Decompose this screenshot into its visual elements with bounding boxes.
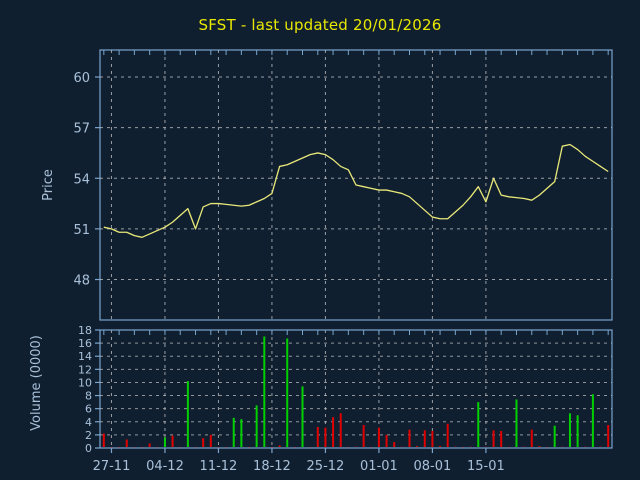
volume-tick-label: 16 [78, 337, 92, 350]
volume-tick-label: 10 [78, 376, 92, 389]
volume-tick-label: 8 [85, 390, 92, 403]
price-line [103, 143, 609, 238]
volume-tick-label: 4 [85, 416, 92, 429]
price-panel-frame [99, 49, 613, 321]
price-tick-label: 48 [73, 274, 90, 289]
volume-axis-label: Volume (0000) [29, 335, 44, 431]
page-title: SFST - last updated 20/01/2026 [198, 16, 442, 34]
price-tick-label: 54 [73, 172, 90, 187]
price-tick-label: 57 [73, 122, 90, 137]
x-tick-label: 27-11 [93, 459, 131, 474]
volume-panel-frame [99, 329, 613, 449]
x-tick-label: 25-12 [307, 459, 345, 474]
x-tick-label: 11-12 [200, 459, 238, 474]
volume-tick-label: 2 [85, 429, 92, 442]
x-tick-label: 01-01 [360, 459, 398, 474]
volume-tick-label: 12 [78, 363, 92, 376]
volume-tick-label: 14 [78, 350, 92, 363]
volume-tick-label: 18 [78, 324, 92, 337]
x-tick-label: 04-12 [146, 459, 184, 474]
price-axis-label: Price [41, 169, 56, 201]
x-tick-label: 08-01 [414, 459, 452, 474]
x-tick-label: 18-12 [253, 459, 291, 474]
price-tick-label: 51 [73, 223, 90, 238]
x-tick-label: 15-01 [467, 459, 505, 474]
price-tick-label: 60 [73, 71, 90, 86]
volume-tick-label: 0 [85, 442, 92, 455]
volume-tick-label: 6 [85, 403, 92, 416]
